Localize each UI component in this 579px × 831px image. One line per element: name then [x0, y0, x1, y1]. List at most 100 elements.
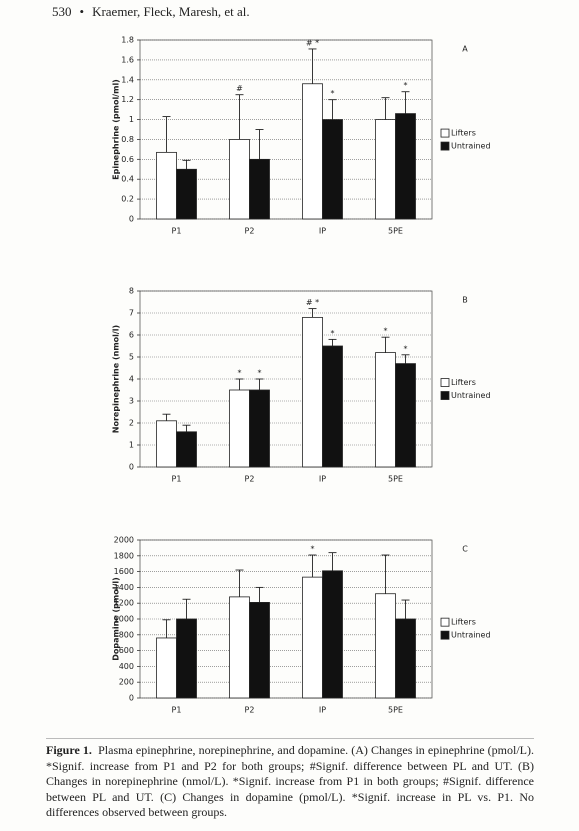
- y-tick-label: 0: [129, 694, 134, 703]
- x-tick-label: IP: [319, 706, 326, 715]
- y-tick-label: 0: [129, 463, 134, 472]
- bar: [322, 345, 343, 468]
- bar: [249, 602, 270, 699]
- legend-label: Untrained: [451, 142, 491, 151]
- y-tick-label: 1400: [114, 583, 134, 592]
- bar: [375, 593, 396, 699]
- bar: [229, 139, 250, 220]
- caption: Figure 1. Plasma epinephrine, norepineph…: [46, 738, 534, 821]
- x-tick-label: P1: [172, 706, 182, 715]
- bar: [375, 352, 396, 468]
- y-tick-label: 5: [129, 353, 134, 362]
- legend-label: Lifters: [451, 618, 476, 627]
- bar: [375, 119, 396, 220]
- x-tick-label: P1: [172, 227, 182, 236]
- bar: [302, 316, 323, 468]
- x-tick-label: IP: [319, 475, 326, 484]
- legend-swatch: [440, 630, 450, 640]
- bar: [229, 596, 250, 699]
- figure: 0 0.2 0.4 0.6 0.8 1 1.2 1.4 1.6 1.8 Epinephrine (p…: [112, 36, 491, 715]
- y-tick-label: 400: [119, 662, 134, 671]
- x-tick-label: IP: [319, 227, 326, 236]
- y-tick-label: 200: [119, 678, 134, 687]
- x-tick-label: 5PE: [388, 475, 403, 484]
- y-tick-label: 2000: [114, 536, 134, 545]
- y-tick-label: 0.8: [121, 135, 134, 144]
- legend-swatch: [440, 128, 450, 138]
- y-tick-label: 7: [129, 309, 134, 318]
- annotation: *: [384, 327, 388, 336]
- authors: Kraemer, Fleck, Maresh, et al.: [92, 4, 250, 19]
- annotation: *: [331, 89, 335, 98]
- running-header: 530 • Kraemer, Fleck, Maresh, et al.: [52, 4, 258, 20]
- y-tick-label: 0: [129, 215, 134, 224]
- caption-text: Plasma epinephrine, norepinephrine, and …: [46, 743, 534, 819]
- bar: [176, 431, 197, 468]
- y-tick-label: 1.4: [121, 75, 134, 84]
- annotation: *: [404, 344, 408, 353]
- x-tick-label: P2: [245, 475, 255, 484]
- bar: [176, 168, 197, 220]
- y-tick-label: 1.6: [121, 55, 134, 64]
- bar: [395, 363, 416, 468]
- bullet: •: [79, 4, 85, 19]
- x-tick-label: P2: [245, 227, 255, 236]
- page-number: 530: [52, 4, 72, 19]
- y-tick-label: 3: [129, 397, 134, 406]
- caption-label: Figure 1.: [46, 743, 92, 757]
- bar: [395, 618, 416, 699]
- annotation: *: [404, 81, 408, 90]
- legend-swatch: [440, 617, 450, 627]
- bar: [322, 570, 343, 699]
- y-tick-label: 0.2: [121, 195, 134, 204]
- y-axis-title: Norepinephrine (nmol/l): [112, 325, 121, 433]
- bar: [302, 83, 323, 220]
- y-tick-label: 6: [129, 331, 134, 340]
- y-tick-label: 600: [119, 646, 134, 655]
- bar: [395, 113, 416, 220]
- bar: [302, 576, 323, 699]
- y-tick-label: 0.4: [121, 175, 134, 184]
- x-tick-label: 5PE: [388, 227, 403, 236]
- annotation: *: [311, 545, 315, 554]
- bar: [156, 420, 177, 468]
- legend-label: Lifters: [451, 378, 476, 387]
- bar: [322, 119, 343, 220]
- panel-letter: C: [462, 545, 468, 554]
- y-axis-title: Epinephrine (pmol/ml): [112, 79, 121, 180]
- x-tick-label: 5PE: [388, 706, 403, 715]
- y-tick-label: 0.6: [121, 155, 134, 164]
- legend-swatch: [440, 391, 450, 400]
- legend-swatch: [440, 378, 450, 387]
- annotation: #: [236, 84, 243, 93]
- annotation: # *: [306, 38, 319, 47]
- annotation: *: [238, 369, 242, 378]
- annotation: # *: [306, 298, 319, 307]
- bar: [156, 151, 177, 220]
- bar: [249, 158, 270, 220]
- y-tick-label: 8: [129, 287, 134, 296]
- y-tick-label: 1200: [114, 599, 134, 608]
- annotation: *: [331, 329, 335, 338]
- bar: [249, 389, 270, 468]
- y-tick-label: 1800: [114, 551, 134, 560]
- bar: [156, 637, 177, 699]
- plot-frame: [139, 290, 433, 468]
- plot-frame: [139, 539, 433, 699]
- y-tick-label: 1: [129, 115, 134, 124]
- y-tick-label: 800: [119, 630, 134, 639]
- panel-letter: A: [462, 45, 468, 54]
- y-tick-label: 1: [129, 441, 134, 450]
- y-tick-label: 1000: [114, 615, 134, 624]
- panel-letter: B: [462, 296, 468, 305]
- x-tick-label: P1: [172, 475, 182, 484]
- bar: [176, 618, 197, 699]
- y-tick-label: 1.2: [121, 95, 134, 104]
- legend-label: Lifters: [451, 129, 476, 138]
- legend-label: Untrained: [451, 391, 491, 400]
- legend-label: Untrained: [451, 631, 491, 640]
- x-tick-label: P2: [245, 706, 255, 715]
- bar: [229, 389, 250, 468]
- legend-swatch: [440, 141, 450, 151]
